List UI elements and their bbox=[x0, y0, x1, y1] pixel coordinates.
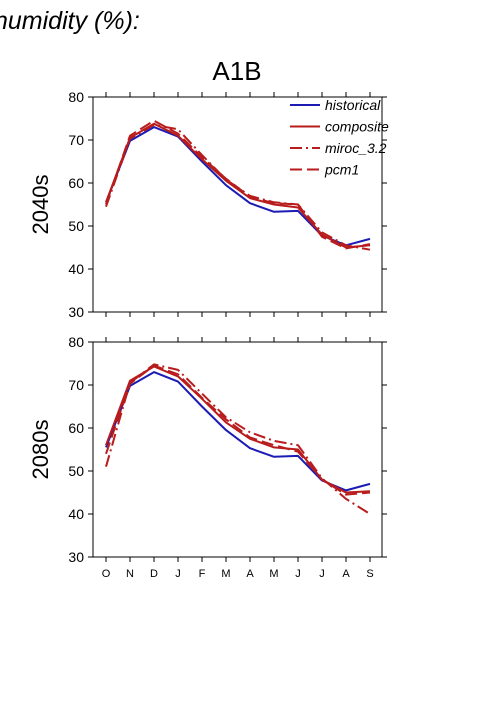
plot-frame bbox=[92, 96, 383, 313]
x-tick-label: M bbox=[221, 568, 230, 580]
y-tick-label: 70 bbox=[68, 132, 84, 148]
plot-frame bbox=[92, 341, 383, 558]
y-tick-label: 80 bbox=[68, 89, 84, 105]
series-line-pcm1 bbox=[105, 119, 371, 250]
y-tick-label: 50 bbox=[68, 218, 84, 234]
y-tick-label: 30 bbox=[68, 549, 84, 565]
x-tick-label: J bbox=[175, 568, 181, 580]
y-tick-label: 40 bbox=[68, 506, 84, 522]
y-tick-label: 30 bbox=[68, 304, 84, 320]
x-tick-label: A bbox=[342, 568, 350, 580]
x-tick-label: S bbox=[366, 568, 373, 580]
chart-title: A1B bbox=[212, 56, 261, 86]
x-tick-label: A bbox=[246, 568, 254, 580]
y-tick-label: 70 bbox=[68, 377, 84, 393]
x-tick-label: N bbox=[126, 568, 134, 580]
x-tick-label: F bbox=[199, 568, 206, 580]
row-label: 2080s bbox=[28, 420, 53, 480]
y-tick-label: 40 bbox=[68, 261, 84, 277]
series-line-pcm1 bbox=[105, 364, 371, 496]
legend-label: miroc_3.2 bbox=[325, 140, 387, 156]
legend-label: pcm1 bbox=[324, 162, 359, 178]
x-tick-label: M bbox=[269, 568, 278, 580]
x-tick-label: J bbox=[295, 568, 301, 580]
row-label: 2040s bbox=[28, 175, 53, 235]
legend-label: historical bbox=[325, 97, 381, 113]
panels: 30 40 50 60 70 80 2040s 30 40 50 60 70 80 O N D J F M A M J J A… bbox=[28, 89, 387, 580]
panel-2040s: 30 40 50 60 70 80 2040s bbox=[28, 89, 387, 320]
y-tick-label: 80 bbox=[68, 334, 84, 350]
legend-label: composite bbox=[325, 119, 389, 135]
x-tick-label: J bbox=[319, 568, 325, 580]
page-heading: humidity (%): bbox=[0, 7, 140, 35]
x-tick-label: D bbox=[150, 568, 158, 580]
y-tick-label: 50 bbox=[68, 463, 84, 479]
x-tick-label: O bbox=[102, 568, 111, 580]
legend: historical composite miroc_3.2 pcm1 bbox=[290, 97, 389, 178]
y-tick-label: 60 bbox=[68, 175, 84, 191]
y-tick-label: 60 bbox=[68, 420, 84, 436]
panel-2080s: 30 40 50 60 70 80 O N D J F M A M J J A S 2080s bbox=[28, 334, 387, 580]
